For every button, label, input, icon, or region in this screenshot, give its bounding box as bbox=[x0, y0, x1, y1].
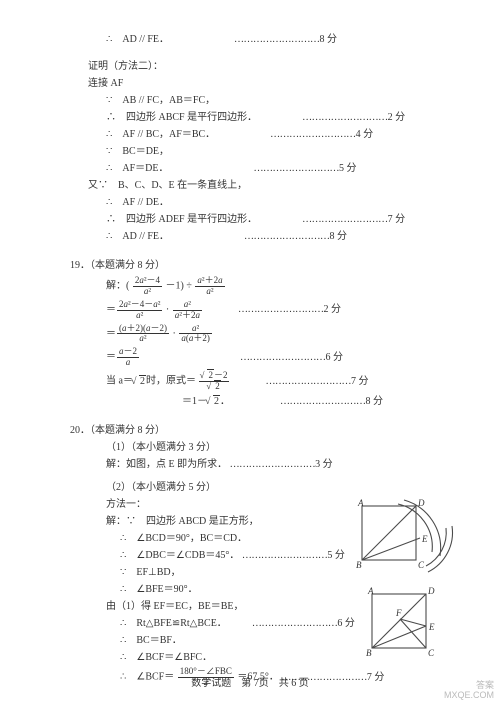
score: 8 分 bbox=[234, 32, 337, 47]
score: 5 分 bbox=[253, 161, 356, 176]
label-D: D bbox=[417, 498, 425, 508]
text-line: ∴ AF // DE． bbox=[106, 195, 445, 210]
text: ∴ Rt△BFE≌Rt△BCE． bbox=[120, 618, 227, 629]
text-line: 证明（方法二）： bbox=[88, 59, 445, 74]
label-D: D bbox=[427, 586, 435, 596]
fraction: a－2a bbox=[117, 347, 139, 368]
watermark-line: MXQE.COM bbox=[444, 691, 494, 701]
text-line: ∴ AF＝DE． 5 分 bbox=[106, 161, 445, 176]
figure-1: A B C D E bbox=[348, 498, 458, 576]
formula-line: 当 a＝2时，原式＝ 2－22 7 分 bbox=[106, 371, 445, 392]
fraction: 2a²－4a² bbox=[133, 276, 162, 297]
text: ∴ ∠DBC＝∠CDB＝45°． bbox=[120, 550, 239, 561]
figure-2: A B C D E F bbox=[358, 586, 442, 664]
text: ∴ AF // BC，AF＝BC． bbox=[106, 129, 215, 140]
text-line: ∴ AF // BC，AF＝BC． 4 分 bbox=[106, 127, 445, 142]
text-line: ∴ 四边形 ABCF 是平行四边形． 2 分 bbox=[106, 110, 445, 125]
label-C: C bbox=[418, 560, 425, 570]
label-A: A bbox=[357, 498, 364, 508]
text-line: ∵ AB // FC，AB＝FC， bbox=[106, 93, 445, 108]
fraction: a²＋2aa² bbox=[195, 276, 224, 297]
score: 5 分 bbox=[242, 548, 345, 563]
score: 8 分 bbox=[244, 229, 347, 244]
formula-line: ＝a－2a 6 分 bbox=[106, 347, 445, 368]
label-E: E bbox=[421, 534, 428, 544]
score: 4 分 bbox=[270, 127, 373, 142]
text: 时，原式＝ bbox=[146, 376, 196, 387]
fraction: a²a²＋2a bbox=[173, 300, 202, 321]
question-heading: 20．（本题满分 8 分） bbox=[70, 423, 445, 438]
text: ∴ AD // FE． bbox=[106, 231, 169, 242]
score: 7 分 bbox=[302, 212, 405, 227]
watermark: 答案 MXQE.COM bbox=[444, 681, 494, 701]
text: 当 a＝ bbox=[106, 376, 133, 387]
score: 2 分 bbox=[238, 302, 341, 317]
text: ∴ AD // FE． bbox=[106, 34, 169, 45]
label-C: C bbox=[428, 648, 435, 658]
label-F: F bbox=[395, 608, 402, 618]
text-line: （1）（本小题满分 3 分） bbox=[106, 440, 445, 455]
text: ＝1－ bbox=[182, 396, 207, 407]
text-line: （2）（本小题满分 5 分） bbox=[106, 480, 445, 495]
formula-line: 解：( 2a²－4a² －1) ÷ a²＋2aa² bbox=[106, 276, 445, 297]
formula-line: ＝(a＋2)(a－2)a² · a²a(a＋2) bbox=[106, 324, 445, 345]
text-line: 连接 AF bbox=[88, 76, 445, 91]
text-line: ∵ BC＝DE， bbox=[106, 144, 445, 159]
page-footer: 数学试题 第 7页 共 6 页 bbox=[0, 674, 500, 689]
text-line: 又∵ B、C、D、E 在一条直线上， bbox=[88, 178, 445, 193]
label-B: B bbox=[366, 648, 372, 658]
score: 3 分 bbox=[230, 457, 333, 472]
score: 8 分 bbox=[280, 394, 383, 409]
score: 7 分 bbox=[265, 374, 368, 389]
text: 解：如图，点 E 即为所求． bbox=[106, 459, 227, 470]
text: ∴ 四边形 ADEF 是平行四边形． bbox=[106, 214, 257, 225]
score: 6 分 bbox=[240, 350, 343, 365]
question-heading: 19．（本题满分 8 分） bbox=[70, 258, 445, 273]
text-line: ∴ AD // FE． 8 分 bbox=[106, 32, 445, 47]
label-B: B bbox=[356, 560, 362, 570]
fraction: 2－22 bbox=[199, 371, 229, 392]
label-A: A bbox=[367, 586, 374, 596]
text-line: ∴ 四边形 ADEF 是平行四边形． 7 分 bbox=[106, 212, 445, 227]
fraction: 2a²－4－a²a² bbox=[117, 300, 162, 321]
text: ∴ AF＝DE． bbox=[106, 163, 168, 174]
formula-line: ＝2a²－4－a²a² · a²a²＋2a 2 分 bbox=[106, 300, 445, 321]
fraction: a²a(a＋2) bbox=[179, 324, 212, 345]
text-line: 解：如图，点 E 即为所求． 3 分 bbox=[106, 457, 445, 472]
score: 6 分 bbox=[252, 616, 355, 631]
formula-line: ＝1－2． 8 分 bbox=[182, 394, 445, 409]
text: ∴ 四边形 ABCF 是平行四边形． bbox=[106, 112, 257, 123]
score: 2 分 bbox=[302, 110, 405, 125]
label-E: E bbox=[428, 622, 435, 632]
text-line: ∴ AD // FE． 8 分 bbox=[106, 229, 445, 244]
fraction: (a＋2)(a－2)a² bbox=[117, 324, 169, 345]
text: 解： bbox=[106, 281, 126, 292]
